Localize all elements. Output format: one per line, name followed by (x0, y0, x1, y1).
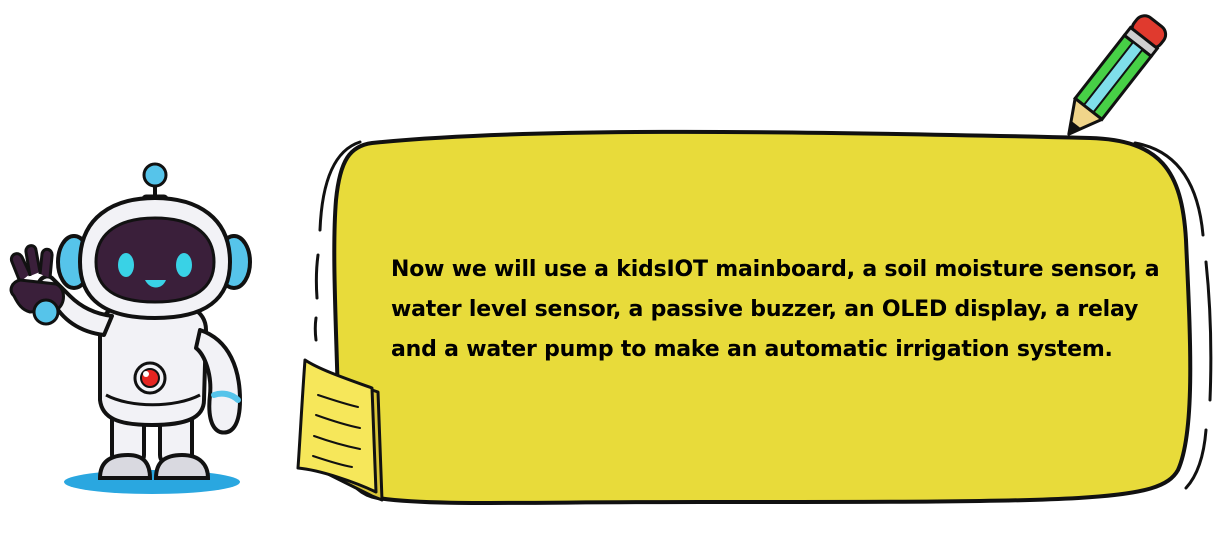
pencil-icon (1067, 14, 1168, 136)
robot-smile (145, 280, 166, 288)
message-line-1: Now we will use a kidsIOT mainboard, a s… (391, 257, 1160, 282)
speech-bubble (313, 129, 1213, 505)
robot-waving-hand (9, 244, 65, 326)
robot-right-arm (194, 328, 242, 435)
bubble-body (332, 129, 1193, 505)
bubble-sketch-right-low (1184, 428, 1208, 490)
robot-mascot (9, 162, 252, 494)
message-line-3: and a water pump to make an automatic ir… (391, 337, 1113, 362)
bubble-sketch-left-mid (314, 253, 320, 300)
robot-right-eye (176, 253, 192, 277)
sticky-note-icon (296, 358, 384, 502)
bubble-sketch-right-mid (1204, 260, 1213, 402)
bubble-sketch-right-top (1133, 141, 1205, 237)
robot-right-foot (153, 452, 211, 480)
bubble-sketch-left-top (318, 140, 362, 232)
robot-left-foot (97, 452, 153, 480)
message-text: Now we will use a kidsIOT mainboard, a s… (391, 250, 1181, 370)
message-line-2: water level sensor, a passive buzzer, an… (391, 297, 1139, 322)
antenna-ball (142, 162, 168, 188)
robot-left-eye (118, 253, 134, 277)
sticky-note-front (296, 358, 378, 494)
bubble-sketch-left-low (313, 316, 318, 342)
robot-shadow (64, 470, 240, 494)
robot-face (94, 216, 216, 304)
